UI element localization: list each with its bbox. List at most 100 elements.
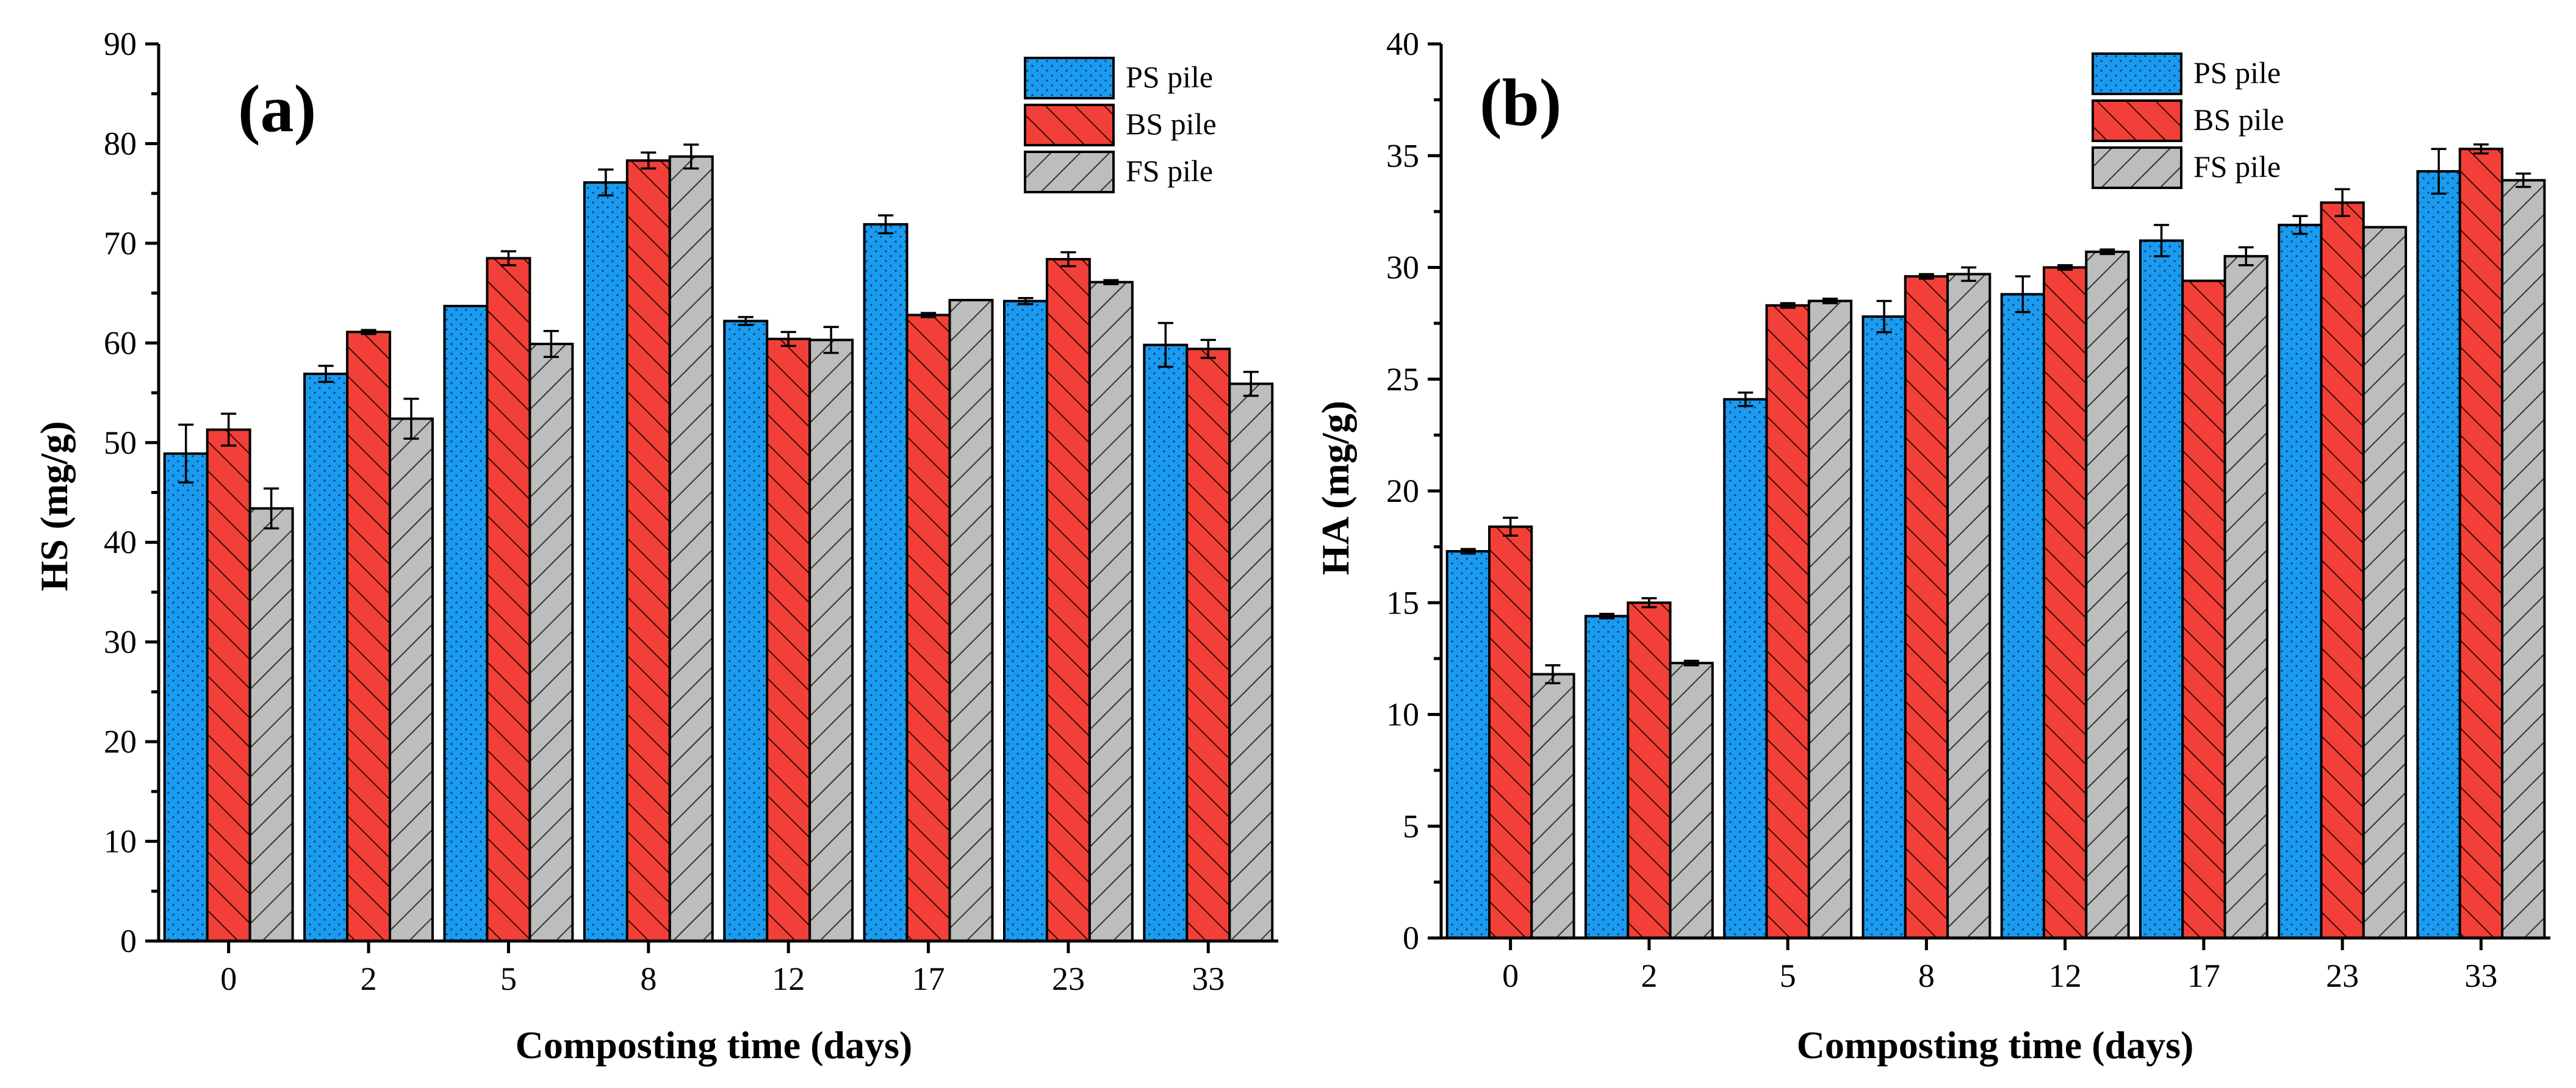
error-bars-a [178, 143, 1259, 530]
x-tick-label: 23 [1052, 961, 1085, 997]
bar-bs-5 [486, 257, 531, 943]
error-bar-fs-8 [683, 143, 699, 170]
y-tick-label: 60 [104, 324, 137, 361]
chart-panel-a: 0 10 20 30 40 50 60 70 80 90 0 2 5 8 12 17 23 33 PS pile B… [32, 26, 1278, 1067]
x-axis-title-b: Composting time (days) [1797, 1023, 2194, 1067]
error-bar-bs-17 [920, 312, 937, 318]
bar-ps-0 [1445, 549, 1491, 939]
bar-ps-2 [303, 373, 349, 942]
error-bar-bs-23 [1060, 251, 1076, 268]
bar-ps-23 [1002, 299, 1048, 943]
error-bar-ps-8 [1876, 299, 1892, 334]
bar-ps-17 [2139, 239, 2184, 939]
bar-bs-12 [766, 337, 811, 942]
y-tick-label: 35 [1386, 137, 1419, 174]
error-bar-bs-8 [641, 151, 657, 170]
error-bar-fs-17 [2238, 246, 2254, 267]
y-axis-title-b: HA (mg/g) [1314, 401, 1357, 575]
bar-bs-33 [1185, 348, 1231, 942]
bar-bs-23 [1045, 258, 1091, 942]
bar-bs-23 [2320, 201, 2365, 940]
error-bar-fs-12 [823, 326, 839, 354]
error-bar-ps-33 [1157, 321, 1173, 368]
x-tick-label: 17 [912, 961, 945, 997]
bar-fs-0 [1530, 673, 1575, 940]
y-tick-label: 15 [1386, 584, 1419, 621]
x-tick-label: 0 [1502, 957, 1519, 994]
bar-fs-23 [1088, 281, 1134, 943]
x-tick-label: 33 [1192, 961, 1225, 997]
y-tick-label: 0 [1403, 920, 1419, 956]
x-tick-label: 8 [1918, 957, 1935, 994]
legend-swatch-fs [1024, 151, 1115, 193]
y-tick-label: 70 [104, 225, 137, 262]
bar-bs-8 [625, 159, 671, 943]
bar-bs-2 [1627, 601, 1672, 939]
y-tick-label: 50 [104, 424, 137, 461]
y-tick-label: 10 [1386, 696, 1419, 733]
bar-fs-33 [2501, 179, 2546, 940]
error-bar-bs-5 [1780, 302, 1796, 309]
y-tick-label: 80 [104, 125, 137, 162]
error-bar-fs-2 [403, 398, 419, 440]
bars-a [163, 155, 1274, 943]
error-bar-ps-12 [738, 316, 754, 326]
bar-bs-2 [346, 331, 392, 942]
error-bar-bs-23 [2334, 188, 2350, 217]
bar-bs-17 [2181, 279, 2226, 939]
bar-bs-5 [1765, 304, 1810, 939]
x-tick-label: 12 [2049, 957, 2082, 994]
bar-fs-8 [668, 155, 714, 942]
legend-swatch-ps [1024, 57, 1115, 99]
bar-bs-12 [2042, 266, 2088, 939]
x-tick-label: 17 [2187, 957, 2220, 994]
error-bar-fs-8 [1961, 266, 1977, 282]
bar-fs-5 [528, 342, 574, 942]
bar-ps-33 [2416, 170, 2461, 939]
axis-ticks-a: 0 10 20 30 40 50 60 70 80 90 0 2 5 8 12 17 23 33 [104, 26, 1225, 997]
error-bar-bs-8 [1918, 273, 1934, 280]
y-tick-label: 30 [1386, 249, 1419, 286]
x-tick-label: 2 [361, 961, 377, 997]
y-tick-label: 30 [104, 624, 137, 660]
legend-swatch-ps [2092, 52, 2182, 95]
bar-ps-5 [443, 304, 489, 942]
legend-swatch-bs [1024, 104, 1115, 146]
error-bar-ps-23 [1018, 297, 1034, 306]
error-bar-ps-23 [2292, 215, 2308, 235]
error-bar-bs-2 [361, 329, 376, 335]
x-tick-label: 2 [1641, 957, 1657, 994]
bar-ps-8 [1862, 315, 1907, 939]
error-bar-bs-12 [2057, 264, 2073, 271]
error-bar-fs-0 [264, 487, 279, 530]
x-tick-label: 0 [220, 961, 237, 997]
y-tick-label: 20 [104, 723, 137, 760]
bar-bs-8 [1904, 275, 1949, 939]
legend-label-bs: BS pile [1126, 107, 1217, 141]
legend-label-ps: PS pile [1126, 60, 1213, 94]
bar-ps-12 [2000, 293, 2045, 940]
bar-bs-17 [905, 313, 951, 943]
bar-ps-5 [1723, 398, 1768, 939]
error-bar-fs-5 [1822, 298, 1838, 304]
axis-frame-b [1439, 44, 2550, 940]
bars-b [1445, 148, 2546, 940]
y-tick-label: 90 [104, 26, 137, 62]
bar-fs-17 [948, 299, 994, 942]
error-bar-ps-2 [1599, 612, 1615, 620]
legend-swatch-fs [2092, 146, 2182, 189]
y-tick-label: 25 [1386, 361, 1419, 398]
error-bar-bs-5 [500, 250, 517, 267]
x-tick-label: 12 [772, 961, 805, 997]
panel-label-b: (b) [1480, 65, 1561, 140]
error-bar-bs-33 [2473, 143, 2489, 155]
error-bar-fs-23 [1103, 279, 1119, 285]
error-bar-ps-17 [2154, 224, 2170, 257]
bar-ps-12 [723, 320, 769, 942]
error-bar-fs-12 [2099, 248, 2115, 256]
y-tick-label: 40 [104, 524, 137, 560]
error-bar-ps-0 [178, 423, 194, 484]
y-tick-label: 0 [120, 923, 137, 959]
error-bar-ps-5 [1738, 391, 1754, 407]
